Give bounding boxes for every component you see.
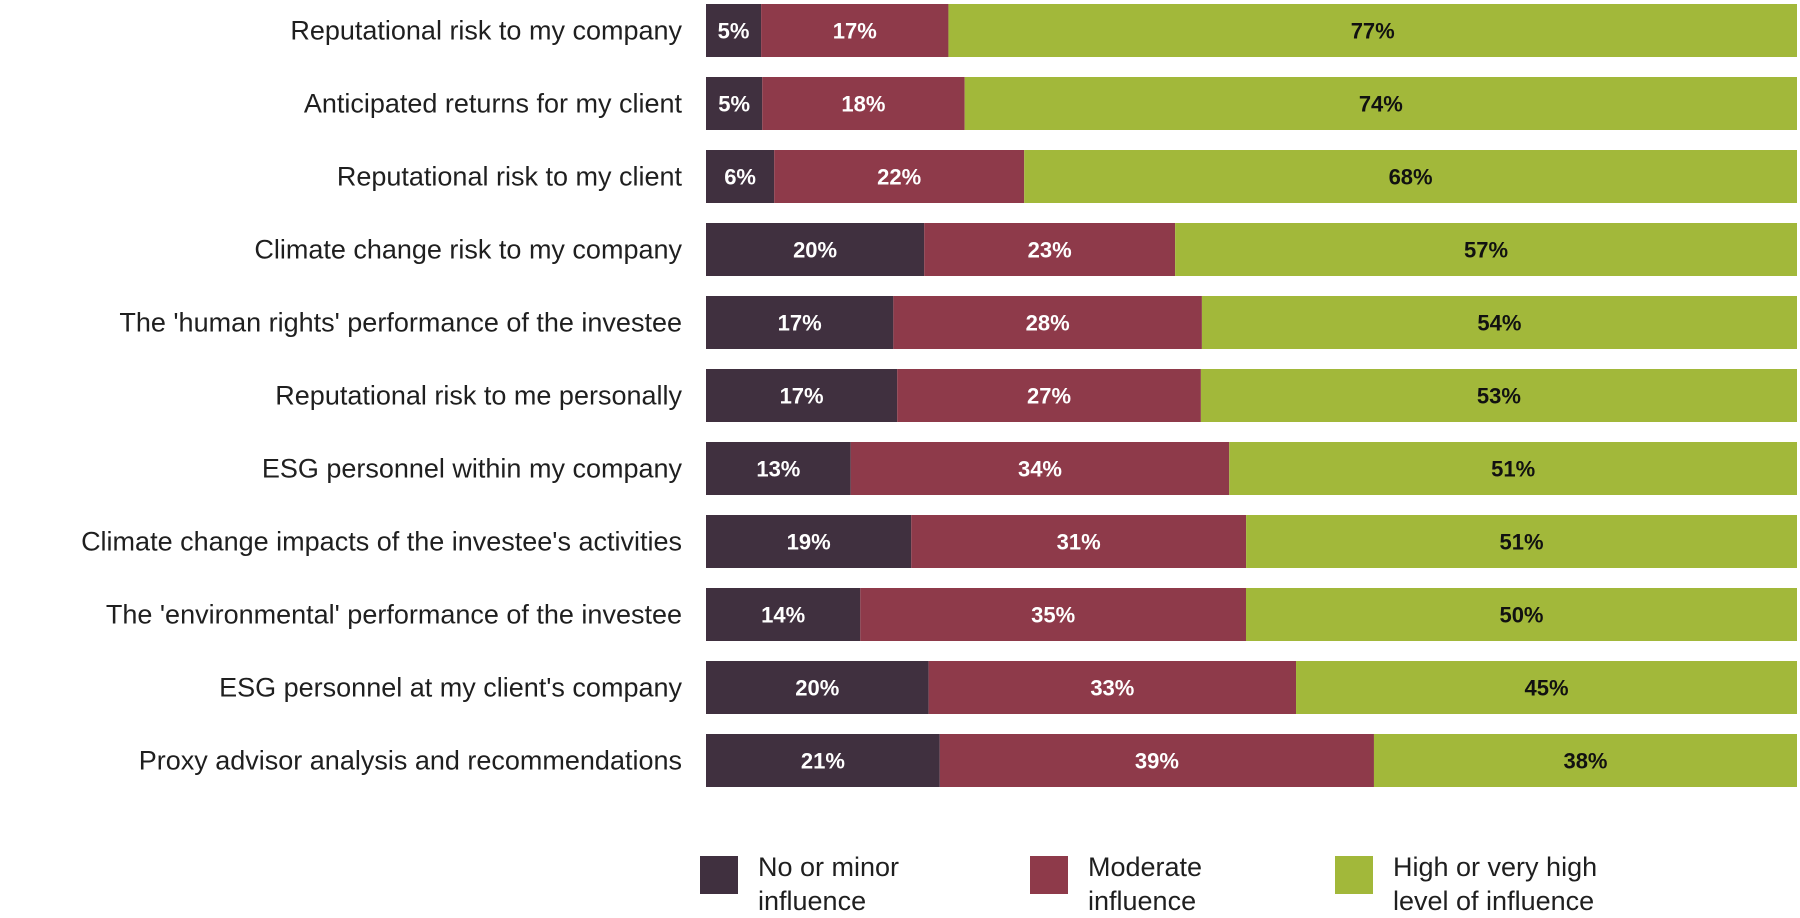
data-label-high-or-very-high-level-of-influence-11: 38%	[1563, 749, 1607, 774]
data-label-moderate-influence-10: 33%	[1090, 676, 1134, 701]
bar-segment-no-or-minor-influence-2	[706, 77, 763, 130]
bar-segment-no-or-minor-influence-5	[706, 296, 894, 349]
bar-segment-no-or-minor-influence-1	[706, 4, 762, 57]
bar-segment-high-or-very-high-level-of-influence-10	[1296, 661, 1797, 714]
data-label-high-or-very-high-level-of-influence-5: 54%	[1477, 311, 1521, 336]
category-label-anticipated-returns-for-my-client: Anticipated returns for my client	[304, 89, 683, 119]
bar-segment-no-or-minor-influence-3	[706, 150, 775, 203]
bar-segment-high-or-very-high-level-of-influence-5	[1201, 296, 1797, 349]
bar-segment-no-or-minor-influence-7	[706, 442, 851, 495]
legend-swatch-moderate	[1030, 856, 1068, 894]
category-label-reputational-risk-to-my-company: Reputational risk to my company	[290, 16, 682, 46]
bar-segment-no-or-minor-influence-6	[706, 369, 898, 422]
data-label-moderate-influence-6: 27%	[1027, 384, 1071, 409]
category-label-proxy-advisor-analysis-and-recommendations: Proxy advisor analysis and recommendatio…	[139, 746, 682, 776]
category-label-the-environmental-performance-of-the-investee: The 'environmental' performance of the i…	[106, 600, 682, 630]
category-label-esg-personnel-at-my-client-s-company: ESG personnel at my client's company	[219, 673, 682, 703]
bar-segment-no-or-minor-influence-4	[706, 223, 925, 276]
data-label-no-or-minor-influence-8: 19%	[787, 530, 831, 555]
data-label-high-or-very-high-level-of-influence-9: 50%	[1499, 603, 1543, 628]
category-label-climate-change-risk-to-my-company: Climate change risk to my company	[254, 235, 682, 265]
data-label-high-or-very-high-level-of-influence-10: 45%	[1524, 676, 1568, 701]
data-label-moderate-influence-3: 22%	[877, 165, 921, 190]
bar-segment-no-or-minor-influence-8	[706, 515, 912, 568]
bar-segment-high-or-very-high-level-of-influence-2	[964, 77, 1797, 130]
category-label-esg-personnel-within-my-company: ESG personnel within my company	[262, 454, 683, 484]
bar-segment-high-or-very-high-level-of-influence-7	[1229, 442, 1797, 495]
bar-segment-moderate-influence-6	[897, 369, 1201, 422]
data-label-no-or-minor-influence-3: 6%	[724, 165, 756, 190]
category-label-reputational-risk-to-my-client: Reputational risk to my client	[337, 162, 683, 192]
stacked-bar-chart: Reputational risk to my company 5% 17% 77% A…	[81, 4, 1797, 787]
data-label-no-or-minor-influence-2: 5%	[718, 92, 750, 117]
data-label-high-or-very-high-level-of-influence-7: 51%	[1491, 457, 1535, 482]
legend-item-moderate: Moderate influence	[1030, 850, 1202, 918]
data-label-high-or-very-high-level-of-influence-6: 53%	[1477, 384, 1521, 409]
bar-segment-moderate-influence-9	[860, 588, 1246, 641]
bar-segment-moderate-influence-3	[774, 150, 1025, 203]
bar-segment-high-or-very-high-level-of-influence-6	[1200, 369, 1797, 422]
data-label-high-or-very-high-level-of-influence-3: 68%	[1389, 165, 1433, 190]
data-label-no-or-minor-influence-7: 13%	[756, 457, 800, 482]
bar-segment-high-or-very-high-level-of-influence-1	[948, 4, 1797, 57]
data-label-moderate-influence-7: 34%	[1018, 457, 1062, 482]
data-label-moderate-influence-11: 39%	[1135, 749, 1179, 774]
legend-label-moderate: Moderate influence	[1088, 852, 1203, 916]
bar-segment-moderate-influence-4	[924, 223, 1176, 276]
data-label-high-or-very-high-level-of-influence-2: 74%	[1359, 92, 1403, 117]
bar-segment-high-or-very-high-level-of-influence-11	[1373, 734, 1797, 787]
legend-swatch-no-or-minor	[700, 856, 738, 894]
bar-segment-moderate-influence-11	[939, 734, 1374, 787]
data-label-no-or-minor-influence-5: 17%	[778, 311, 822, 336]
data-label-no-or-minor-influence-4: 20%	[793, 238, 837, 263]
category-label-the-human-rights-performance-of-the-investee: The 'human rights' performance of the in…	[119, 308, 682, 338]
bar-segment-moderate-influence-7	[850, 442, 1230, 495]
category-label-reputational-risk-to-me-personally: Reputational risk to me personally	[275, 381, 682, 411]
data-label-no-or-minor-influence-9: 14%	[761, 603, 805, 628]
bar-segment-no-or-minor-influence-9	[706, 588, 861, 641]
data-label-no-or-minor-influence-6: 17%	[780, 384, 824, 409]
data-label-moderate-influence-5: 28%	[1026, 311, 1070, 336]
category-label-climate-change-impacts-of-the-investee-s-activities: Climate change impacts of the investee's…	[81, 527, 682, 557]
bar-segment-no-or-minor-influence-10	[706, 661, 929, 714]
data-label-moderate-influence-9: 35%	[1031, 603, 1075, 628]
bar-segment-moderate-influence-5	[893, 296, 1202, 349]
data-label-no-or-minor-influence-10: 20%	[795, 676, 839, 701]
bar-segment-high-or-very-high-level-of-influence-3	[1024, 150, 1797, 203]
bar-segment-moderate-influence-2	[762, 77, 965, 130]
data-label-no-or-minor-influence-11: 21%	[801, 749, 845, 774]
chart-legend: No or minor influence Moderate influence…	[700, 850, 1800, 916]
data-label-no-or-minor-influence-1: 5%	[718, 19, 750, 44]
bar-segment-high-or-very-high-level-of-influence-4	[1175, 223, 1797, 276]
legend-swatch-high	[1335, 856, 1373, 894]
bar-segment-no-or-minor-influence-11	[706, 734, 940, 787]
data-label-moderate-influence-8: 31%	[1057, 530, 1101, 555]
data-label-moderate-influence-2: 18%	[841, 92, 885, 117]
data-label-high-or-very-high-level-of-influence-4: 57%	[1464, 238, 1508, 263]
data-label-high-or-very-high-level-of-influence-1: 77%	[1351, 19, 1395, 44]
data-label-high-or-very-high-level-of-influence-8: 51%	[1500, 530, 1544, 555]
bar-segment-moderate-influence-10	[928, 661, 1297, 714]
bar-segment-moderate-influence-1	[761, 4, 949, 57]
data-label-moderate-influence-4: 23%	[1028, 238, 1072, 263]
bar-segment-high-or-very-high-level-of-influence-9	[1245, 588, 1797, 641]
data-label-moderate-influence-1: 17%	[833, 19, 877, 44]
bar-segment-moderate-influence-8	[911, 515, 1247, 568]
bar-segment-high-or-very-high-level-of-influence-8	[1246, 515, 1797, 568]
